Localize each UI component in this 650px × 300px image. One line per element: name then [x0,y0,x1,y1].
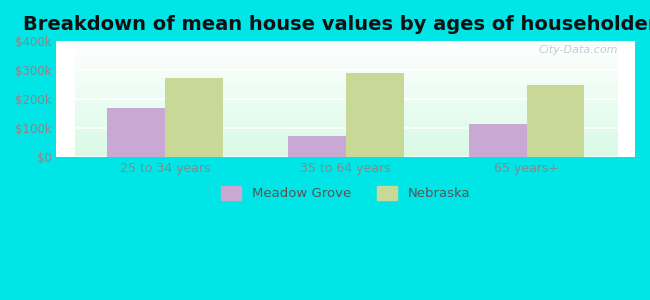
Bar [346,74,404,157]
Legend: Meadow Grove, Nebraska: Meadow Grove, Nebraska [216,181,476,206]
Bar [526,85,584,157]
Bar [165,78,223,157]
Title: Breakdown of mean house values by ages of householders: Breakdown of mean house values by ages o… [23,15,650,34]
Bar [288,136,346,157]
Text: City-Data.com: City-Data.com [538,45,617,55]
Bar [469,124,526,157]
Bar [107,108,165,157]
